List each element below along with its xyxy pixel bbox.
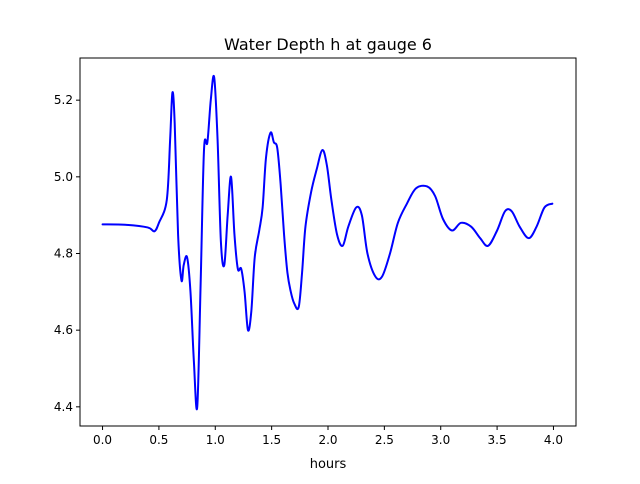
series-line xyxy=(101,74,554,411)
y-tick-label: 5.2 xyxy=(54,93,73,107)
y-tick-label: 4.6 xyxy=(54,323,73,337)
x-tick-label: 0.5 xyxy=(149,433,168,447)
x-tick-label: 0.0 xyxy=(93,433,112,447)
x-tick-label: 1.5 xyxy=(262,433,281,447)
plot-area-frame xyxy=(79,57,577,427)
x-tick-label: 2.0 xyxy=(318,433,337,447)
x-tick-label: 4.0 xyxy=(544,433,563,447)
x-tick-label: 2.5 xyxy=(375,433,394,447)
x-axis-label: hours xyxy=(310,457,347,472)
x-tick-label: 1.0 xyxy=(206,433,225,447)
y-tick-label: 5.0 xyxy=(54,170,73,184)
y-tick-label: 4.8 xyxy=(54,247,73,261)
y-tick-label: 4.4 xyxy=(54,400,73,414)
x-tick-label: 3.5 xyxy=(488,433,507,447)
x-tick-label: 3.0 xyxy=(431,433,450,447)
series-layer xyxy=(101,74,554,411)
ticks-layer: 0.0 0.5 1.0 1.5 2.0 2.5 3.0 3.5 4.0 4.4 4.6 4.8 5.0 5… xyxy=(54,93,563,447)
chart-title: Water Depth h at gauge 6 xyxy=(224,35,432,54)
